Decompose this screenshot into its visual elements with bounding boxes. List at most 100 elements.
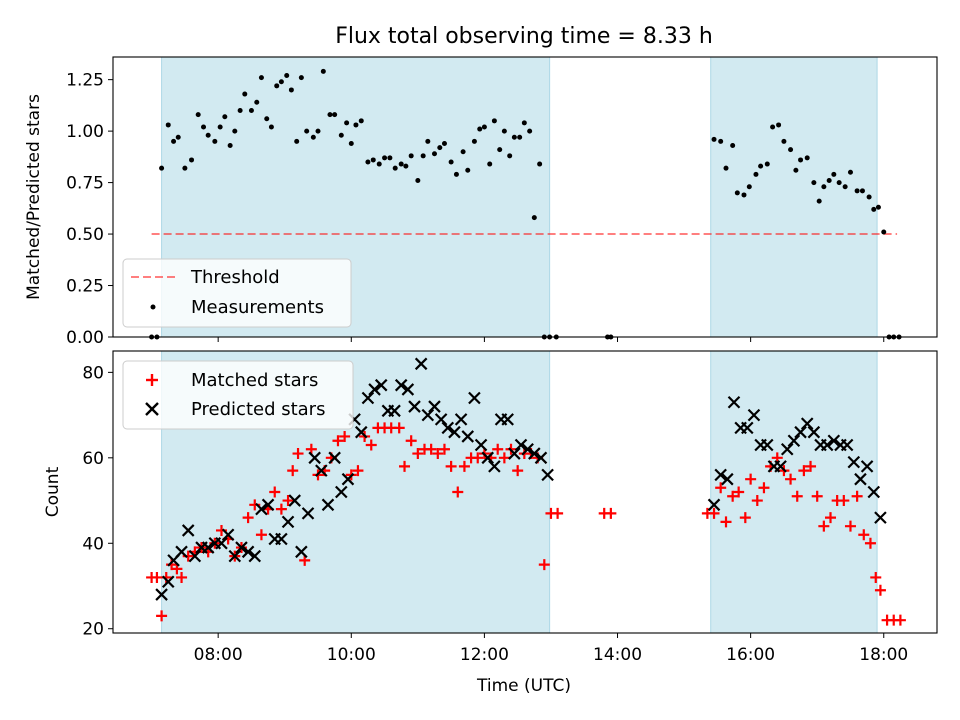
matched-star-point [438, 443, 450, 455]
predicted-star-point [288, 494, 301, 507]
measurement-point [392, 165, 398, 171]
measurement-point [171, 138, 177, 144]
measurement-point [477, 126, 483, 132]
predicted-star-point [301, 507, 315, 520]
matched-star-point [720, 516, 732, 528]
x-tick-label: 08:00 [194, 645, 243, 665]
predicted-star-point [787, 434, 801, 448]
matched-star-point [745, 473, 757, 485]
measurement-point [278, 79, 284, 85]
measurement-point [358, 118, 364, 124]
count-y-axis: 20 40 60 80 [82, 363, 113, 640]
predicted-star-point [847, 455, 861, 469]
measurement-point [205, 132, 211, 138]
matched-legend-swatch [146, 374, 158, 386]
measurement-point [212, 138, 218, 144]
predicted-star-point [474, 438, 488, 452]
count-y-axis-label: Count [43, 466, 63, 517]
x-axis-label: Time (UTC) [476, 676, 571, 696]
predicted-star-point [241, 545, 255, 559]
x-tick-label: 14:00 [593, 645, 642, 665]
threshold-legend-label: Threshold [190, 267, 280, 288]
measurement-point [403, 163, 409, 169]
matched-star-point [864, 537, 876, 549]
predicted-star-point [840, 438, 854, 452]
predicted-star-point [854, 472, 867, 486]
measurement-point [448, 159, 454, 165]
measurement-point [175, 134, 181, 140]
predicted-star-point [275, 532, 288, 546]
predicted-star-point [508, 447, 521, 460]
measurement-point [831, 171, 837, 177]
matched-star-point [715, 482, 727, 494]
predicted-star-point [221, 528, 235, 542]
matched-star-point [458, 460, 470, 472]
measurement-point [811, 180, 817, 186]
predicted-star-point [215, 536, 228, 550]
predicted-star-point [727, 395, 741, 409]
predicted-star-point [228, 549, 242, 563]
matched-star-point [339, 430, 351, 442]
measurement-point [217, 124, 223, 130]
matched-star-point [758, 482, 770, 494]
predicted-star-point [428, 400, 441, 413]
measurement-point [521, 120, 527, 126]
matched-star-point [798, 465, 810, 477]
measurement-point [746, 184, 752, 190]
predicted-star-point [541, 468, 554, 482]
predicted-star-point [528, 447, 541, 460]
matched-star-point [275, 503, 287, 515]
measurement-point [491, 118, 497, 124]
measurement-point [431, 151, 437, 157]
measurement-point [497, 147, 503, 153]
predicted-star-point [308, 451, 321, 465]
measurement-point [222, 114, 228, 120]
measurement-point [182, 165, 188, 171]
measurement-point [859, 188, 865, 194]
measurement-point [376, 161, 382, 167]
predicted-star-point [807, 425, 821, 439]
measurement-point [398, 161, 404, 167]
matched-star-point [811, 490, 823, 502]
matched-star-point [708, 507, 720, 519]
measurements-legend-label: Measurements [191, 297, 324, 318]
ratio-legend: Threshold Measurements [122, 258, 352, 328]
matched-star-point [739, 512, 751, 524]
measurement-point [242, 91, 248, 97]
y-tick-label: 0.75 [66, 174, 104, 194]
predicted-star-point [820, 438, 834, 452]
predicted-star-point [707, 498, 721, 512]
measurement-point [804, 155, 810, 161]
measurement-point [288, 87, 294, 93]
matched-star-point [858, 529, 870, 541]
measurement-point [327, 112, 333, 118]
x-tick-label: 18:00 [859, 645, 908, 665]
predicted-star-point [201, 541, 215, 554]
measurement-point [408, 153, 414, 159]
measurement-point [501, 128, 507, 134]
measurement-point [320, 68, 326, 74]
measurement-point [730, 143, 736, 149]
matched-star-point [365, 439, 377, 451]
measurement-point [165, 122, 171, 128]
measurement-point [826, 178, 832, 184]
measurement-point [268, 124, 274, 130]
matched-star-point [791, 490, 803, 502]
measurement-point [465, 167, 471, 173]
matched-star-point [727, 490, 739, 502]
matched-star-point [818, 520, 830, 532]
measurement-point [718, 138, 724, 144]
measurement-point [471, 138, 477, 144]
measurement-point [842, 184, 848, 190]
matched-star-point [287, 465, 299, 477]
matched-star-point [425, 443, 437, 455]
predicted-star-point [521, 442, 534, 456]
measurement-point [758, 163, 764, 169]
measurement-point [511, 134, 517, 140]
predicted-star-point [800, 417, 814, 430]
predicted-star-point [394, 378, 408, 392]
measurement-point [531, 215, 537, 221]
matched-star-point [445, 460, 457, 472]
measurement-point [788, 147, 794, 153]
matched-star-point [894, 614, 906, 626]
